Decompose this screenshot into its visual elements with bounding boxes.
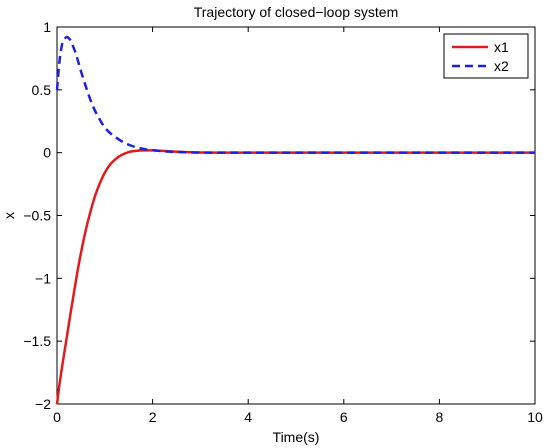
plot-area — [56, 26, 536, 405]
series-layer — [55, 35, 535, 405]
x-tick-label: 4 — [244, 409, 252, 425]
y-tick-label: 1 — [43, 19, 51, 35]
x-tick-label: 0 — [53, 409, 61, 425]
y-axis-ticks: −2 −1.5 −1 −0.5 0 0.5 1 — [23, 19, 535, 412]
legend-label-x2: x2 — [494, 58, 509, 74]
x-tick-label: 6 — [340, 409, 348, 425]
x-tick-label: 2 — [149, 409, 157, 425]
y-tick-label: −2 — [35, 396, 51, 412]
x-axis-ticks: 0 2 4 6 8 10 — [53, 27, 543, 425]
series-line-x1 — [55, 149, 535, 405]
x-axis-label: Time(s) — [273, 429, 320, 445]
legend-box — [443, 33, 529, 79]
series-line-x2 — [55, 35, 535, 154]
x-tick-label: 10 — [527, 409, 543, 425]
y-tick-label: −1.5 — [23, 333, 51, 349]
y-tick-label: 0 — [43, 145, 51, 161]
legend-label-x1: x1 — [494, 39, 509, 55]
y-axis-label: x — [1, 212, 17, 219]
chart-title: Trajectory of closed−loop system — [194, 4, 399, 20]
y-tick-label: 0.5 — [32, 82, 52, 98]
y-tick-label: −1 — [35, 270, 51, 286]
x-tick-label: 8 — [436, 409, 444, 425]
y-tick-label: −0.5 — [23, 208, 51, 224]
